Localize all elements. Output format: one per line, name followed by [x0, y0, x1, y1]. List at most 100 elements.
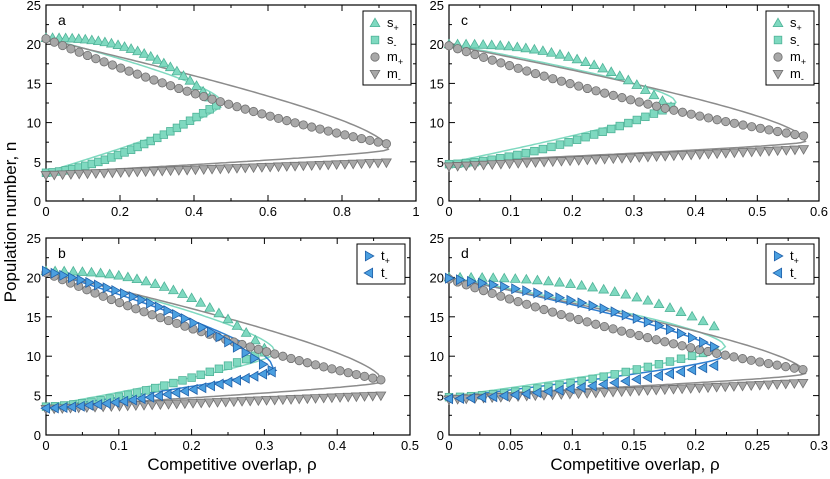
data-point-m_minus: [667, 385, 679, 395]
data-point-m_plus: [738, 120, 748, 130]
data-point-m_plus: [478, 286, 489, 296]
data-point-s_minus: [599, 372, 608, 381]
data-point-m_minus: [452, 162, 464, 172]
data-point-m_minus: [195, 398, 207, 409]
data-point-s_minus: [214, 364, 224, 373]
data-point-m_minus: [659, 151, 671, 162]
data-point-m_plus: [617, 93, 627, 103]
legend-subscript: +: [797, 23, 802, 33]
data-point-t_plus: [189, 317, 200, 329]
legend-marker-t_plus: [773, 250, 784, 262]
data-point-m_minus: [212, 398, 224, 408]
data-point-s_plus: [597, 62, 609, 73]
data-point-m_plus: [574, 81, 584, 91]
data-point-t_minus: [664, 368, 674, 380]
x-tick-label: 0: [445, 438, 452, 453]
legend-marker-m_plus: [370, 52, 380, 62]
data-point-m_plus: [155, 313, 165, 323]
data-point-s_minus: [169, 378, 178, 388]
data-point-t_minus: [542, 385, 553, 398]
data-point-m_plus: [340, 130, 350, 140]
x-tick-label: 0: [42, 438, 49, 453]
x-tick-label: 0.3: [625, 204, 643, 219]
legend-marker-s_minus: [370, 35, 380, 45]
data-point-s_plus: [648, 89, 660, 100]
data-point-m_plus: [114, 298, 125, 308]
data-point-s_plus: [105, 37, 117, 48]
data-point-m_plus: [668, 339, 679, 349]
data-point-m_plus: [781, 362, 791, 372]
data-point-m_minus: [322, 160, 334, 171]
data-point-m_plus: [513, 63, 523, 73]
data-point-m_plus: [556, 76, 567, 86]
data-point-m_minus: [297, 161, 309, 172]
data-point-t_plus: [128, 291, 139, 303]
data-point-t_minus: [564, 383, 575, 395]
data-point-m_minus: [754, 147, 766, 157]
y-tick-label: 15: [430, 76, 444, 91]
data-point-m_minus: [372, 158, 384, 169]
data-point-t_minus: [520, 388, 531, 400]
data-point-t_minus: [240, 372, 250, 384]
data-point-m_plus: [49, 37, 59, 47]
data-point-t_minus: [476, 391, 487, 403]
data-point-m_minus: [187, 399, 199, 409]
data-point-m_minus: [572, 389, 585, 400]
data-point-s_plus: [563, 51, 575, 61]
data-point-m_minus: [798, 145, 810, 155]
data-point-m_plus: [487, 288, 497, 299]
data-point-s_minus: [521, 148, 531, 158]
panel-letter: d: [461, 245, 469, 261]
data-point-m_minus: [495, 159, 507, 170]
data-point-m_plus: [74, 47, 84, 57]
data-point-m_minus: [469, 161, 481, 171]
data-point-m_minus: [236, 397, 248, 407]
data-point-m_plus: [359, 371, 370, 381]
y-tick-label: 25: [27, 231, 41, 246]
data-point-m_plus: [123, 301, 133, 311]
data-point-m_plus: [677, 107, 688, 117]
data-point-m_plus: [116, 63, 126, 73]
data-point-s_plus: [104, 268, 116, 279]
data-point-s_plus: [222, 313, 234, 324]
data-point-t_minus: [49, 402, 59, 414]
data-point-s_minus: [632, 115, 642, 125]
data-point-t_plus: [180, 313, 191, 325]
legend-subscript: +: [801, 57, 806, 67]
legend-label-m_minus: m-: [790, 66, 804, 84]
data-point-s_plus: [131, 273, 143, 284]
data-point-s_minus: [676, 354, 686, 363]
data-point-s_plus: [167, 284, 179, 295]
data-point-m_minus: [581, 155, 593, 166]
data-point-m_plus: [677, 341, 687, 351]
data-point-m_minus: [676, 151, 689, 161]
data-point-s_plus: [631, 291, 643, 302]
y-tick-label: 15: [430, 310, 444, 325]
data-point-s_minus: [150, 383, 160, 393]
data-point-s_minus: [564, 138, 573, 147]
data-point-m_plus: [248, 106, 259, 117]
data-point-m_minus: [269, 395, 281, 406]
data-point-m_minus: [115, 168, 127, 179]
data-point-s_minus: [513, 150, 522, 160]
x-tick-label: 0.4: [328, 438, 346, 453]
legend-label-t_plus: t+: [790, 248, 799, 266]
theory-curve-blue: [45, 270, 275, 409]
data-point-m_plus: [565, 312, 575, 322]
data-point-t_plus: [232, 341, 243, 353]
data-point-m_plus: [91, 54, 101, 64]
data-point-t_plus: [588, 300, 599, 312]
data-point-m_minus: [702, 149, 714, 160]
data-point-m_minus: [198, 165, 210, 175]
data-point-t_plus: [676, 328, 687, 340]
data-point-m_plus: [290, 118, 300, 128]
data-point-s_plus: [76, 266, 88, 276]
x-axis-title-left: Competitive overlap, ρ: [147, 455, 316, 474]
data-point-m_plus: [608, 324, 618, 334]
data-point-t_plus: [654, 320, 665, 332]
data-point-m_plus: [265, 111, 275, 121]
data-point-m_minus: [521, 158, 533, 169]
data-point-m_plus: [182, 86, 192, 96]
data-point-m_plus: [591, 319, 601, 329]
data-point-m_plus: [190, 89, 201, 99]
